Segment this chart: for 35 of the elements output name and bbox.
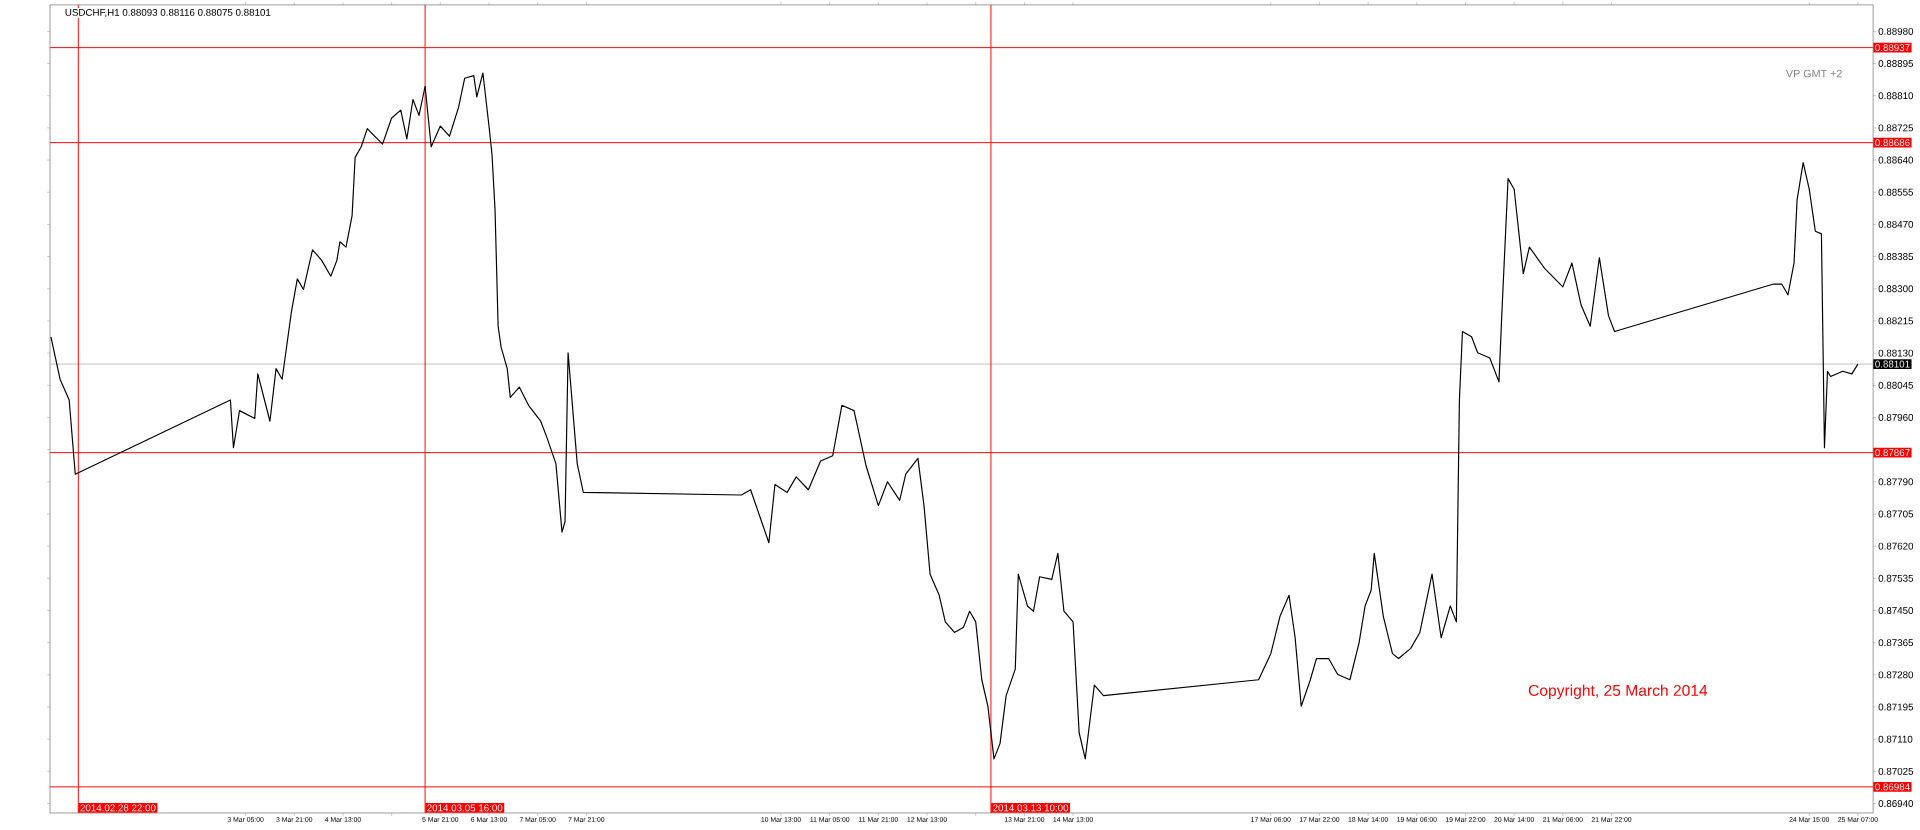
ref-line-label: 2014.03.13 10:00 [993, 804, 1069, 812]
y-tick-label: 0.88980 [1878, 28, 1914, 36]
ref-line-label: 2014.03.05 16:00 [427, 804, 503, 812]
y-tick-label: 0.88810 [1878, 92, 1914, 100]
ref-line-label: 0.86984 [1875, 783, 1910, 791]
y-tick-label: 0.87535 [1878, 575, 1914, 582]
y-tick-label: 0.87365 [1878, 639, 1914, 647]
y-tick-label: 0.88300 [1878, 285, 1914, 293]
y-tick-label: 0.88470 [1878, 221, 1914, 229]
annotation: VP GMT +2 [1786, 69, 1842, 78]
ref-line-label: 0.88686 [1875, 139, 1910, 147]
ref-line-label: 0.88937 [1875, 44, 1910, 52]
y-tick-label: 0.87620 [1878, 542, 1914, 550]
annotation: Copyright, 25 March 2014 [1528, 684, 1708, 700]
y-tick-label: 0.87280 [1878, 671, 1914, 679]
y-tick-label: 0.87960 [1878, 414, 1914, 422]
y-tick-label: 0.88215 [1878, 317, 1914, 325]
ref-line-label: 0.87867 [1875, 449, 1910, 457]
y-tick-label: 0.87450 [1878, 607, 1914, 615]
ref-line-label: 0.88101 [1875, 360, 1910, 368]
y-tick-label: 0.88555 [1878, 188, 1914, 196]
y-tick-label: 0.87790 [1878, 478, 1914, 486]
y-tick-label: 0.87195 [1878, 703, 1914, 711]
y-tick-label: 0.86940 [1878, 800, 1914, 808]
y-tick-label: 0.88045 [1878, 382, 1914, 389]
chart-title: USDCHF,H1 0.88093 0.88116 0.88075 0.88101 [65, 9, 271, 18]
y-tick-label: 0.88130 [1878, 349, 1914, 357]
y-tick-label: 0.87025 [1878, 768, 1914, 776]
y-tick-label: 0.87705 [1878, 510, 1914, 518]
y-tick-label: 0.88725 [1878, 124, 1914, 132]
ref-line-label: 2014.02.28 22:00 [80, 804, 156, 812]
y-tick-label: 0.88640 [1878, 156, 1914, 164]
y-tick-label: 0.87110 [1878, 735, 1913, 743]
y-tick-label: 0.88895 [1878, 60, 1914, 68]
y-tick-label: 0.88385 [1878, 253, 1914, 261]
